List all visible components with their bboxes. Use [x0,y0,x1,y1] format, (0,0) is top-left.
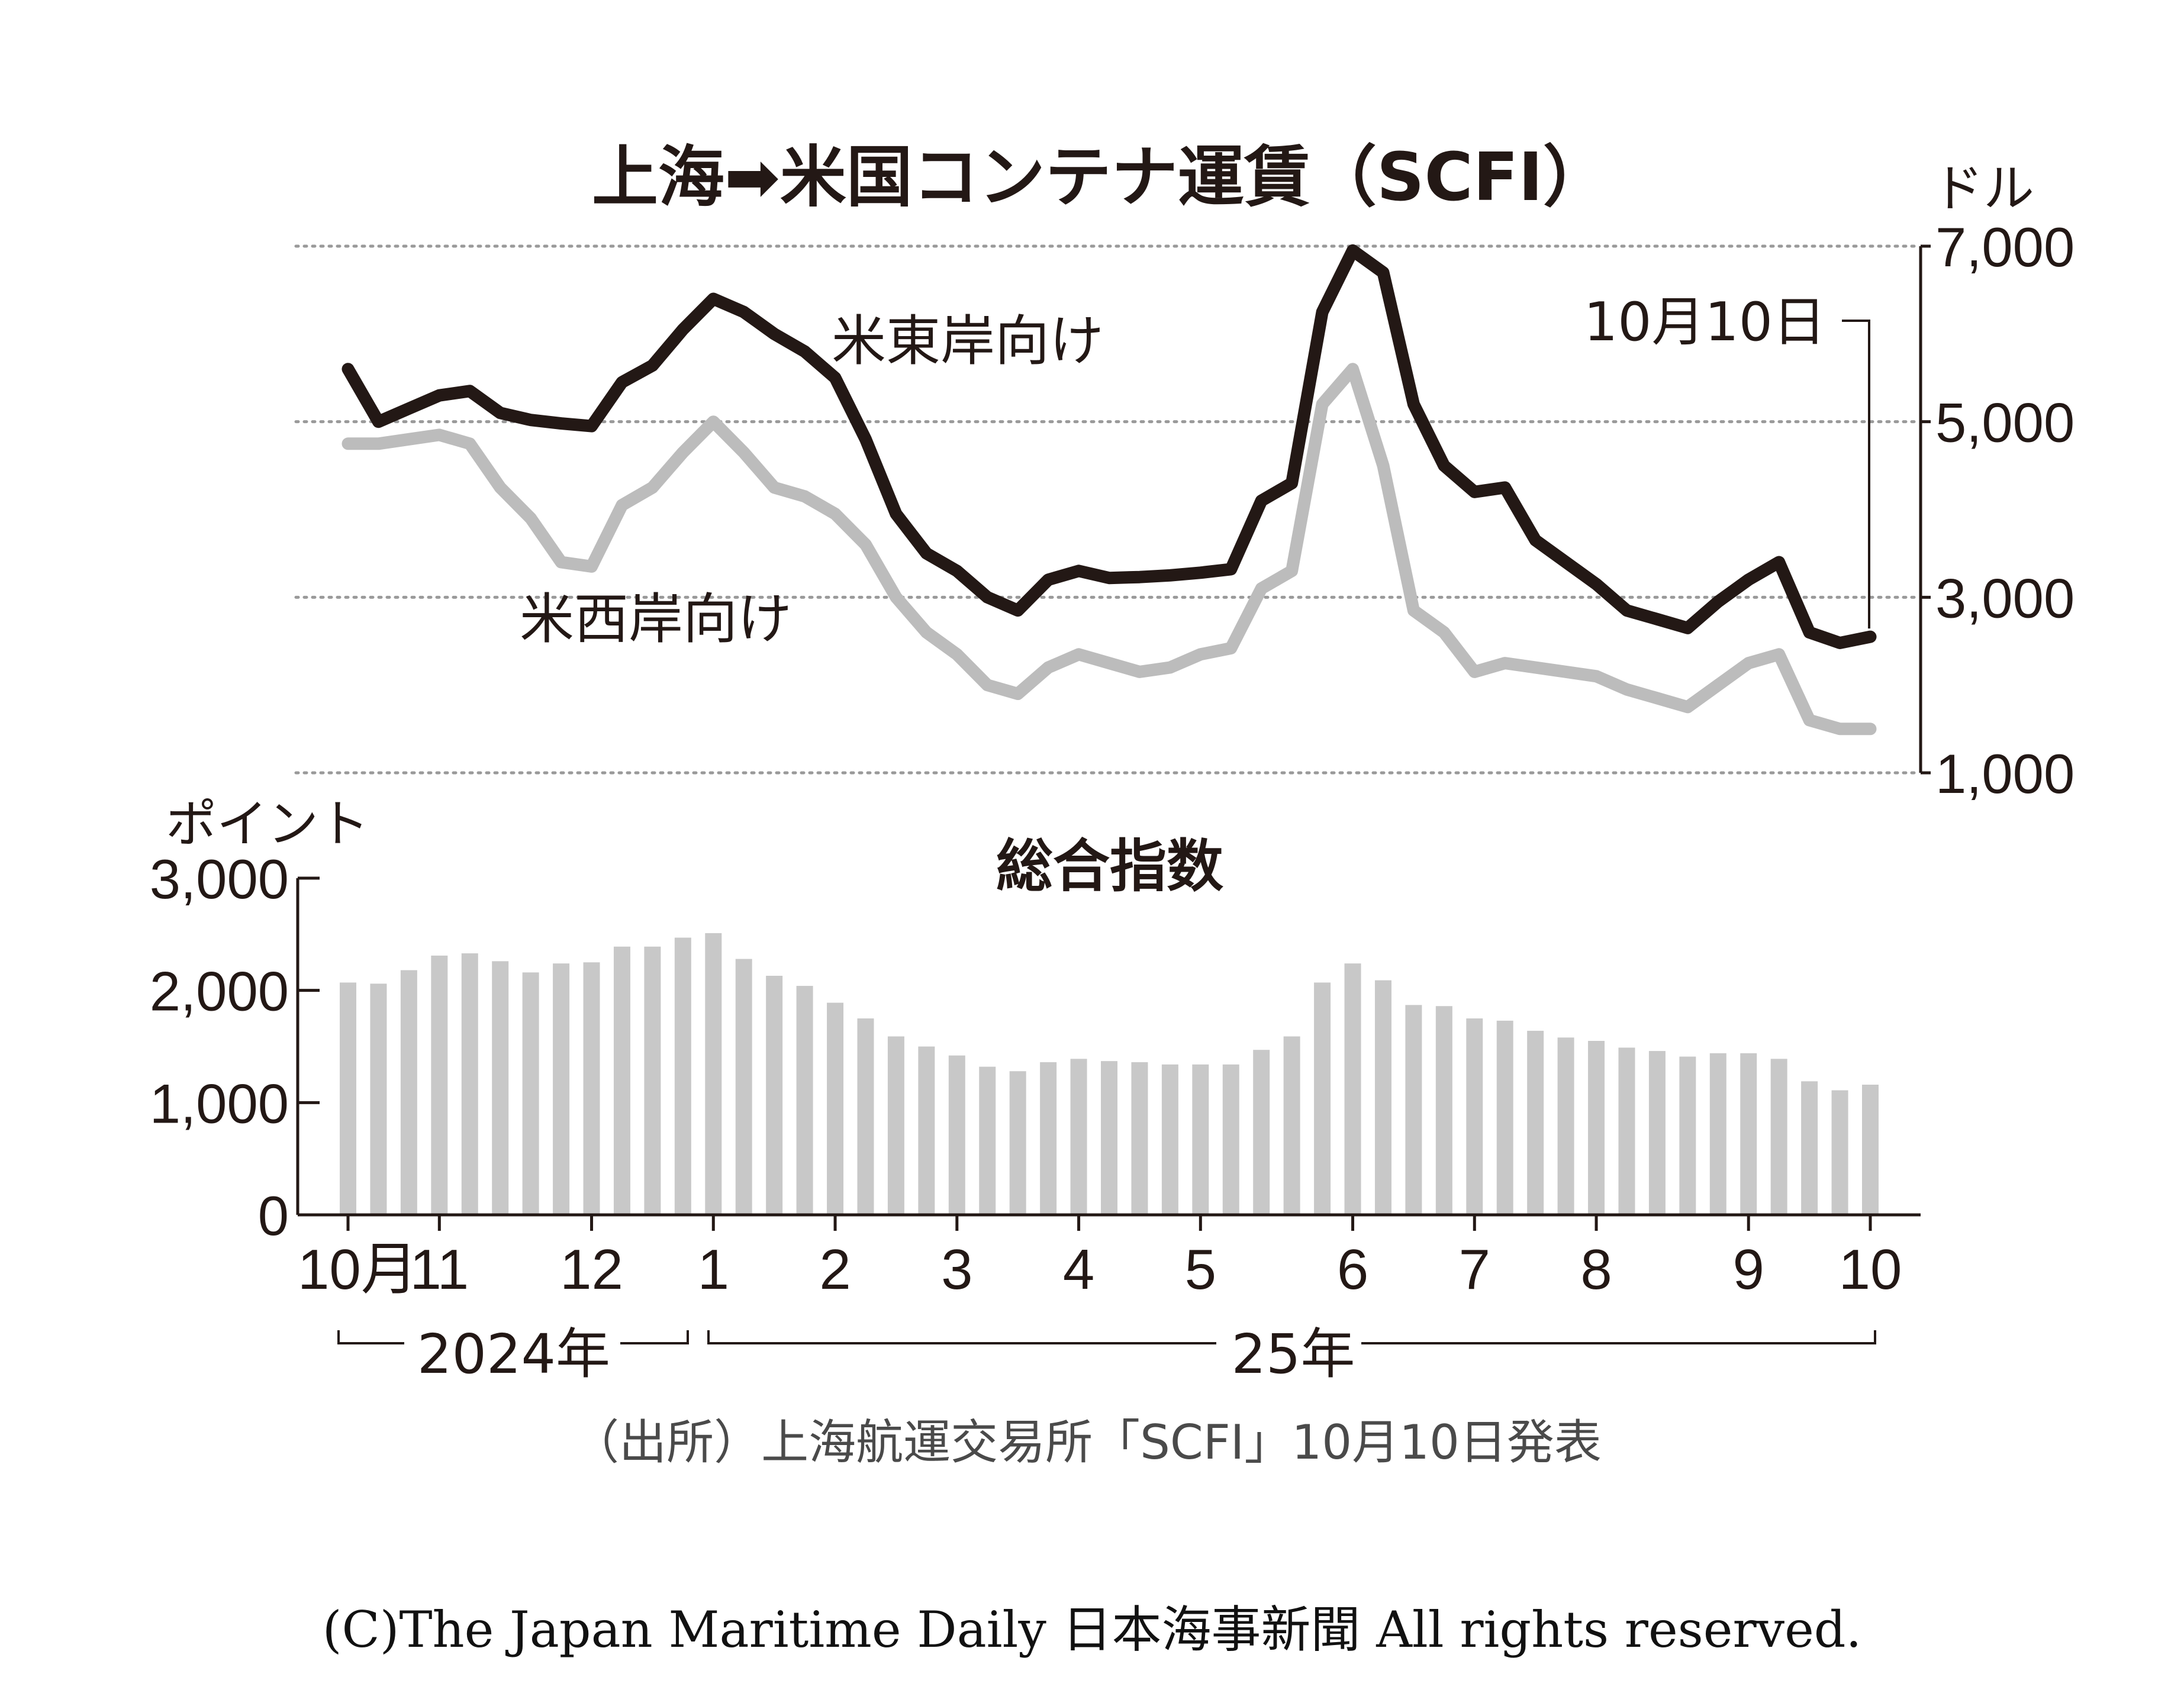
y-tick-label: 3,000 [1935,567,2075,629]
bar [553,963,570,1215]
x-tick-label: 3 [941,1238,972,1301]
bar [1192,1064,1209,1215]
bar [735,959,752,1215]
bar [1222,1064,1239,1215]
year-bracket-2024-left [337,1330,404,1344]
bar [1131,1062,1148,1215]
bar [583,962,600,1215]
x-tick-label: 6 [1337,1238,1368,1301]
bar [674,937,691,1215]
bar [1314,982,1331,1215]
bar [1283,1036,1300,1215]
line-chart-y-axis: 1,000 3,000 5,000 7,000 [1919,216,2075,805]
bar [431,955,448,1215]
y-tick-label: 7,000 [1935,216,2075,278]
bar [1740,1053,1757,1215]
bar [1253,1050,1270,1215]
y-tick-label: 5,000 [1935,392,2075,454]
east-coast-series-line [342,244,1877,649]
bar [1618,1047,1635,1215]
bar [461,953,478,1215]
x-tick-label: 9 [1733,1238,1764,1301]
bar [1588,1041,1605,1215]
bar [1009,1071,1026,1215]
x-tick-label: 5 [1185,1238,1216,1301]
bar [1557,1037,1574,1215]
x-tick-label: 2 [819,1238,851,1301]
east-coast-series-label: 米東岸向け [832,309,1104,373]
bar [1801,1081,1818,1215]
bar [1161,1064,1178,1215]
x-tick-label: 10 [1839,1238,1902,1301]
bar-y-tick-label: 0 [258,1185,289,1247]
bar [1679,1056,1696,1215]
bar [948,1055,965,1215]
bar-y-tick-label: 2,000 [150,960,289,1023]
year-brackets: 2024年 25年 [337,1323,1876,1386]
bar-y-tick-label: 1,000 [150,1072,289,1134]
bar [1374,980,1391,1215]
x-tick-label: 12 [560,1238,623,1301]
bar [1770,1059,1787,1215]
bar [522,972,539,1215]
bar [979,1066,996,1215]
bar-chart-title: 総合指数 [996,833,1223,899]
bar [1496,1020,1513,1215]
bar [370,983,387,1215]
bar [400,970,417,1215]
bar [613,946,630,1215]
latest-date-label: 10月10日 [1584,291,1826,353]
bar [1344,963,1361,1215]
bar [796,986,813,1215]
bar [492,961,509,1215]
year-bracket-25-left [707,1330,1216,1344]
x-tick-label: 10月 [298,1238,418,1301]
bar [1040,1062,1057,1215]
year-bracket-2024-right [620,1330,689,1344]
source-note: （出所）上海航運交易所「SCFI」10月10日発表 [572,1415,1602,1470]
line-chart-grid [294,244,1918,775]
composite-index-bars [340,933,1879,1215]
bar [705,933,722,1215]
x-tick-label: 11 [410,1238,469,1301]
line-chart-title: 上海➡米国コンテナ運賃（SCFI） [592,139,1609,216]
copyright-notice: (C)The Japan Maritime Daily 日本海事新聞 All r… [323,1601,1862,1659]
year-label-2024: 2024年 [417,1323,610,1386]
bar [1405,1005,1422,1215]
bar [1435,1006,1452,1215]
x-tick-label: 7 [1459,1238,1490,1301]
bar [827,1002,844,1215]
bar [1862,1084,1879,1215]
bar [1527,1030,1544,1215]
west-coast-series-label: 米西岸向け [520,588,792,651]
year-bracket-25-right [1361,1330,1876,1344]
bar [1648,1051,1666,1215]
latest-date-annotation: 10月10日 [1584,291,1870,629]
bar [887,1036,904,1215]
bar [644,946,661,1215]
bar [918,1046,935,1215]
x-tick-label: 1 [698,1238,729,1301]
west-coast-series-line [342,363,1877,736]
bar [1466,1018,1483,1215]
bar [766,976,783,1215]
bar [1101,1061,1117,1215]
bar [340,982,356,1215]
year-label-25: 25年 [1231,1323,1355,1386]
x-tick-label: 4 [1063,1238,1094,1301]
bar-chart-unit: ポイント [166,795,369,854]
bar-y-tick-label: 3,000 [150,848,289,910]
x-tick-label: 8 [1580,1238,1612,1301]
bar [1831,1090,1848,1215]
bar [1070,1059,1087,1215]
y-tick-label: 1,000 [1935,743,2075,805]
bar [1709,1053,1726,1215]
bar [857,1018,874,1215]
line-chart-unit: ドル [1932,159,2034,218]
bar-chart-y-axis: 0 1,000 2,000 3,000 [150,848,320,1247]
